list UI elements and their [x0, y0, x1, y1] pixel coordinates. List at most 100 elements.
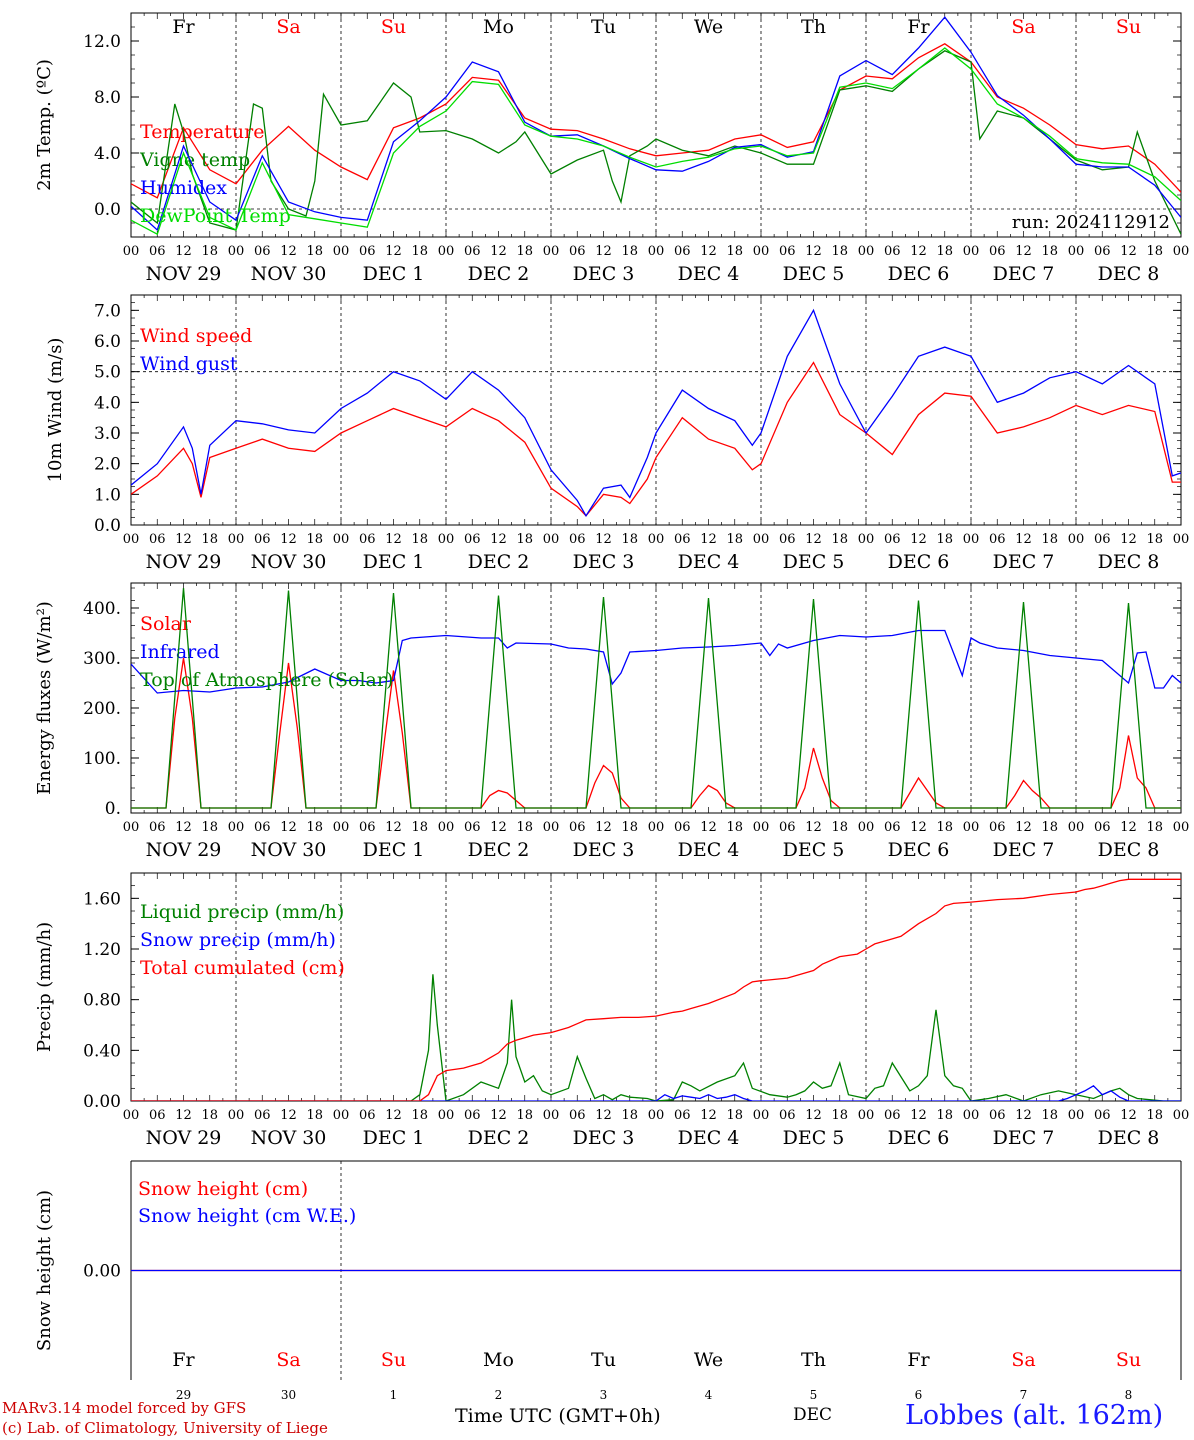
panel-2-series-line [131, 361, 1181, 517]
panel-2-hour-label: 00 [333, 532, 350, 547]
panel-1-hour-label: 00 [1173, 244, 1190, 259]
panel-3-series-line [131, 587, 1181, 809]
panel-3-hour-label: 18 [831, 820, 848, 835]
panel-4-hour-label: 12 [280, 1108, 297, 1123]
panel-2-hour-label: 06 [674, 532, 691, 547]
panel-1-hour-label: 06 [884, 244, 901, 259]
panel-4-hour-label: 18 [411, 1108, 428, 1123]
panel-2-hour-label: 12 [385, 532, 402, 547]
panel-1-y-tick-label: 0.0 [94, 200, 121, 220]
top-weekday-label: Sa [276, 16, 300, 38]
panel-2-date-label: DEC 3 [573, 551, 635, 573]
panel-1-hour-label: 18 [936, 244, 953, 259]
panel-1-hour-label: 06 [464, 244, 481, 259]
panel-1-date-label: DEC 8 [1098, 263, 1160, 285]
panel-4-hour-label: 06 [569, 1108, 586, 1123]
panel-3-hour-label: 06 [674, 820, 691, 835]
panel-1-hour-label: 06 [779, 244, 796, 259]
bottom-weekday-label: Th [801, 1349, 826, 1371]
panel-4-y-tick-label: 1.20 [83, 940, 121, 960]
panel-3-legend-entry: Top of Atmosphere (Solar) [140, 669, 393, 691]
panel-4-hour-label: 00 [1173, 1108, 1190, 1123]
panel-4-y-axis-label: Precip (mm/h) [34, 922, 55, 1052]
panel-2-date-label: DEC 7 [993, 551, 1055, 573]
panel-1-hour-label: 00 [228, 244, 245, 259]
panel-2-hour-label: 12 [490, 532, 507, 547]
panel-2-hour-label: 18 [411, 532, 428, 547]
panel-2-y-tick-label: 0.0 [94, 516, 121, 536]
top-weekday-label: Tu [591, 16, 616, 38]
panel-3-y-tick-label: 100. [83, 749, 121, 769]
panel-4-hour-label: 06 [149, 1108, 166, 1123]
panel-1-hour-label: 00 [648, 244, 665, 259]
bottom-day-number: 1 [390, 1388, 398, 1402]
panel-1-hour-label: 00 [438, 244, 455, 259]
panel-4-hour-label: 12 [1120, 1108, 1137, 1123]
panel-4-hour-label: 06 [674, 1108, 691, 1123]
panel-3-hour-label: 06 [464, 820, 481, 835]
panel-3-hour-label: 06 [359, 820, 376, 835]
panel-1-y-tick-label: 12.0 [83, 32, 121, 52]
panel-1-hour-label: 12 [1120, 244, 1137, 259]
panel-3-date-label: DEC 7 [993, 839, 1055, 861]
panel-3-hour-label: 12 [1120, 820, 1137, 835]
panel-3-hour-label: 18 [516, 820, 533, 835]
panel-3-hour-label: 00 [228, 820, 245, 835]
panel-2-hour-label: 18 [621, 532, 638, 547]
panel-1-series-line [131, 16, 1181, 232]
panel-1-hour-label: 12 [595, 244, 612, 259]
panel-4-hour-label: 06 [359, 1108, 376, 1123]
panel-5-y-tick-label: 0.00 [83, 1262, 121, 1282]
panel-2-hour-label: 00 [963, 532, 980, 547]
panel-4-hour-label: 00 [333, 1108, 350, 1123]
bottom-weekday-label: Tu [591, 1349, 616, 1371]
panel-3-hour-label: 00 [333, 820, 350, 835]
panel-3-hour-label: 00 [543, 820, 560, 835]
panel-2-hour-label: 06 [989, 532, 1006, 547]
panel-3-hour-label: 06 [884, 820, 901, 835]
panel-2-hour-label: 12 [595, 532, 612, 547]
panel-2-hour-label: 06 [569, 532, 586, 547]
panel-3-date-label: DEC 3 [573, 839, 635, 861]
top-weekday-label: Su [1116, 16, 1141, 38]
bottom-day-number: 6 [915, 1388, 923, 1402]
panel-3-hour-label: 18 [201, 820, 218, 835]
panel-2-hour-label: 00 [753, 532, 770, 547]
panel-1-date-label: DEC 3 [573, 263, 635, 285]
panel-3-hour-label: 00 [123, 820, 140, 835]
panel-4-legend-entry: Snow precip (mm/h) [140, 929, 336, 951]
panel-4-series-line [131, 878, 1181, 1101]
panel-4-date-label: DEC 6 [888, 1127, 950, 1149]
bottom-day-number: 8 [1125, 1388, 1133, 1402]
panel-1-hour-label: 00 [963, 244, 980, 259]
panel-2-y-tick-label: 1.0 [94, 485, 121, 505]
panel-2-hour-label: 18 [201, 532, 218, 547]
panel-1-date-label: NOV 29 [146, 263, 222, 285]
panel-1-date-label: DEC 4 [678, 263, 740, 285]
top-weekday-label: We [694, 16, 723, 38]
bottom-day-number: 29 [176, 1388, 191, 1402]
panel-1-hour-label: 06 [569, 244, 586, 259]
panel-4-y-tick-label: 0.00 [83, 1092, 121, 1112]
panel-3-hour-label: 00 [858, 820, 875, 835]
bottom-day-number: 4 [705, 1388, 713, 1402]
bottom-weekday-label: Sa [276, 1349, 300, 1371]
panel-4-y-tick-label: 1.60 [83, 889, 121, 909]
panel-3-hour-label: 12 [700, 820, 717, 835]
panel-4-legend-entry: Liquid precip (mm/h) [140, 901, 344, 923]
panel-4-hour-label: 06 [884, 1108, 901, 1123]
panel-1-hour-label: 18 [516, 244, 533, 259]
panel-1-hour-label: 18 [831, 244, 848, 259]
panel-4-date-label: DEC 7 [993, 1127, 1055, 1149]
panel-3-hour-label: 12 [1015, 820, 1032, 835]
panel-4-hour-label: 12 [385, 1108, 402, 1123]
bottom-day-number: 30 [281, 1388, 296, 1402]
panel-1-y-tick-label: 4.0 [94, 144, 121, 164]
top-weekday-label: Mo [483, 16, 514, 38]
panel-4-date-label: DEC 4 [678, 1127, 740, 1149]
panel-2-hour-label: 12 [700, 532, 717, 547]
panel-4-hour-label: 00 [438, 1108, 455, 1123]
panel-3-date-label: NOV 30 [251, 839, 327, 861]
panel-3-date-label: DEC 5 [783, 839, 845, 861]
panel-1-series-line [131, 43, 1181, 199]
